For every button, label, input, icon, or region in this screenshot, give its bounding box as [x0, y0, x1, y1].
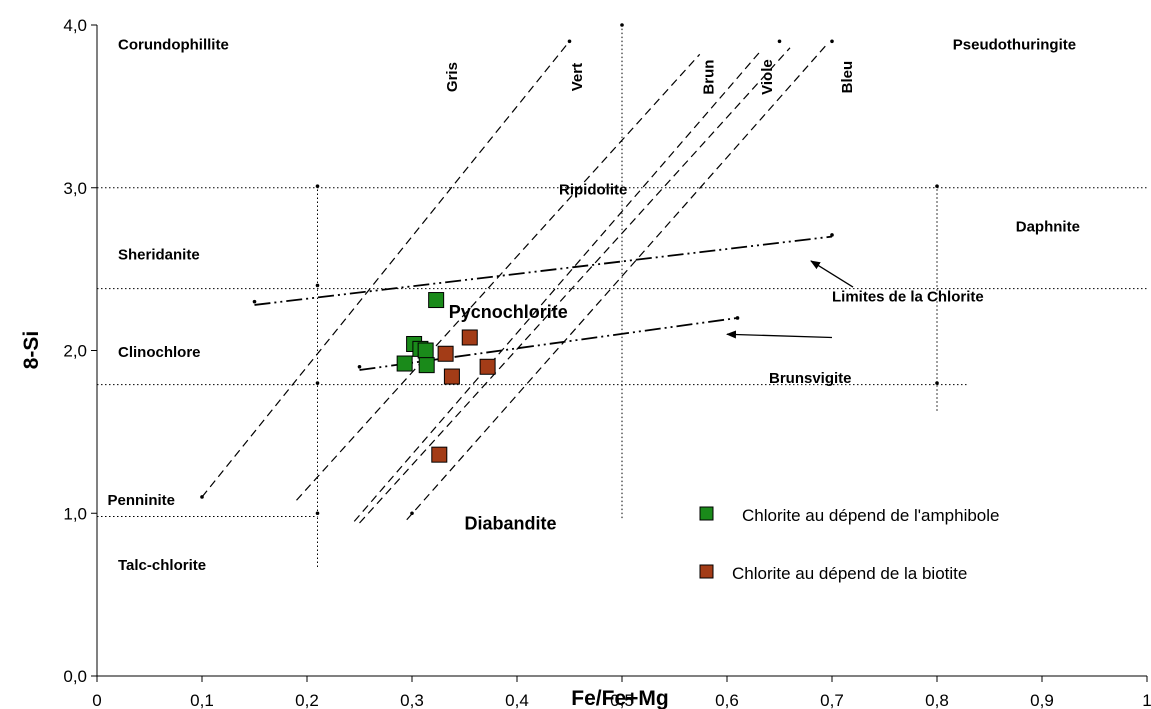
- data-point: [396, 355, 413, 372]
- boundary-lines: [97, 25, 1147, 567]
- axes: [96, 25, 1147, 677]
- diagonal-line: [406, 44, 828, 521]
- data-point: [417, 342, 434, 359]
- boundary-point: [830, 233, 834, 237]
- diagonal-label: Viole: [759, 59, 776, 95]
- region-label: Talc-chlorite: [118, 557, 206, 574]
- data-point: [461, 329, 478, 346]
- diagonal-line: [296, 53, 701, 501]
- x-tick-label: 0: [92, 691, 101, 709]
- boundary-point: [357, 364, 362, 369]
- legend-swatch: [699, 564, 714, 579]
- limit-arrow: [810, 260, 854, 288]
- boundary-point: [410, 511, 414, 516]
- x-tick-label: 1: [1142, 691, 1151, 709]
- y-tick-label: 4,0: [63, 16, 87, 35]
- region-label: Sheridanite: [118, 246, 200, 263]
- region-labels: Corundophillite Pseudothuringite Sheridani…: [108, 36, 1080, 574]
- y-tick-label: 0,0: [63, 667, 87, 686]
- data-point: [479, 358, 496, 375]
- diagonal-line: [201, 40, 570, 498]
- boundary-point: [620, 23, 624, 27]
- region-label: Daphnite: [1016, 219, 1080, 236]
- region-label: Clinochlore: [118, 344, 201, 361]
- chlorite-limit-lines: [254, 235, 854, 371]
- region-label: Penninite: [108, 492, 176, 509]
- legend-swatch: [699, 506, 714, 521]
- region-label: Brunsvigite: [769, 370, 852, 387]
- x-tick-label: 0,5: [610, 691, 634, 709]
- x-tick-label: 0,6: [715, 691, 739, 709]
- x-axis-title: Fe/Fe+Mg: [571, 687, 668, 709]
- boundary-point: [830, 39, 834, 44]
- x-tick-label: 0,9: [1030, 691, 1054, 709]
- data-point: [431, 446, 448, 463]
- boundary-point: [935, 381, 939, 385]
- data-point: [428, 292, 445, 309]
- boundary-point: [315, 184, 320, 188]
- region-label: Pycnochlorite: [449, 302, 568, 322]
- legend-label: Chlorite au dépend de la biotite: [732, 564, 967, 583]
- diagonal-lines: [201, 40, 828, 524]
- region-label: Limites de la Chlorite: [832, 289, 984, 306]
- x-tick-label: 0,8: [925, 691, 949, 709]
- data-point: [418, 357, 435, 374]
- legend-label: Chlorite au dépend de l'amphibole: [742, 506, 999, 525]
- diagonal-line: [359, 47, 791, 524]
- data-point: [443, 368, 460, 385]
- region-label: Corundophillite: [118, 36, 229, 53]
- boundary-point: [315, 511, 320, 516]
- chlorite-limit-line: [254, 235, 833, 306]
- diagonal-label: Bleu: [839, 61, 856, 94]
- legend: Chlorite au dépend de l'amphibole Chlorit…: [699, 506, 999, 583]
- data-point: [437, 345, 454, 362]
- boundary-points: [200, 23, 939, 516]
- data-markers: [396, 292, 496, 463]
- diagonal-label: Vert: [569, 63, 586, 91]
- boundary-point: [567, 39, 572, 44]
- boundary-point: [777, 39, 782, 44]
- x-tick-label: 0,3: [400, 691, 424, 709]
- boundary-point: [200, 495, 204, 499]
- x-tick-label: 0,2: [295, 691, 319, 709]
- y-tick-label: 3,0: [63, 179, 87, 198]
- diagonal-label: Gris: [444, 62, 461, 92]
- y-tick-label: 2,0: [63, 342, 87, 361]
- boundary-point: [252, 299, 257, 304]
- region-label: Pseudothuringite: [953, 36, 1076, 53]
- ticks: 0 0,1 0,2 0,3 0,4 0,5 0,6 0,7 0,8 0,9 1 0,0 1,0 2,0 3,…: [63, 16, 1151, 709]
- y-tick-label: 1,0: [63, 504, 87, 523]
- boundary-point: [315, 283, 320, 288]
- y-axis-title: 8-Si: [20, 331, 43, 370]
- x-tick-label: 0,1: [190, 691, 214, 709]
- region-label: Ripidolite: [559, 181, 627, 198]
- boundary-point: [315, 381, 320, 385]
- x-tick-label: 0,7: [820, 691, 844, 709]
- boundary-point: [735, 316, 740, 320]
- limit-arrow: [726, 330, 833, 339]
- x-tick-label: 0,4: [505, 691, 529, 709]
- region-label: Diabandite: [465, 514, 557, 534]
- boundary-point: [935, 184, 939, 188]
- diagonal-label: Brun: [700, 60, 717, 95]
